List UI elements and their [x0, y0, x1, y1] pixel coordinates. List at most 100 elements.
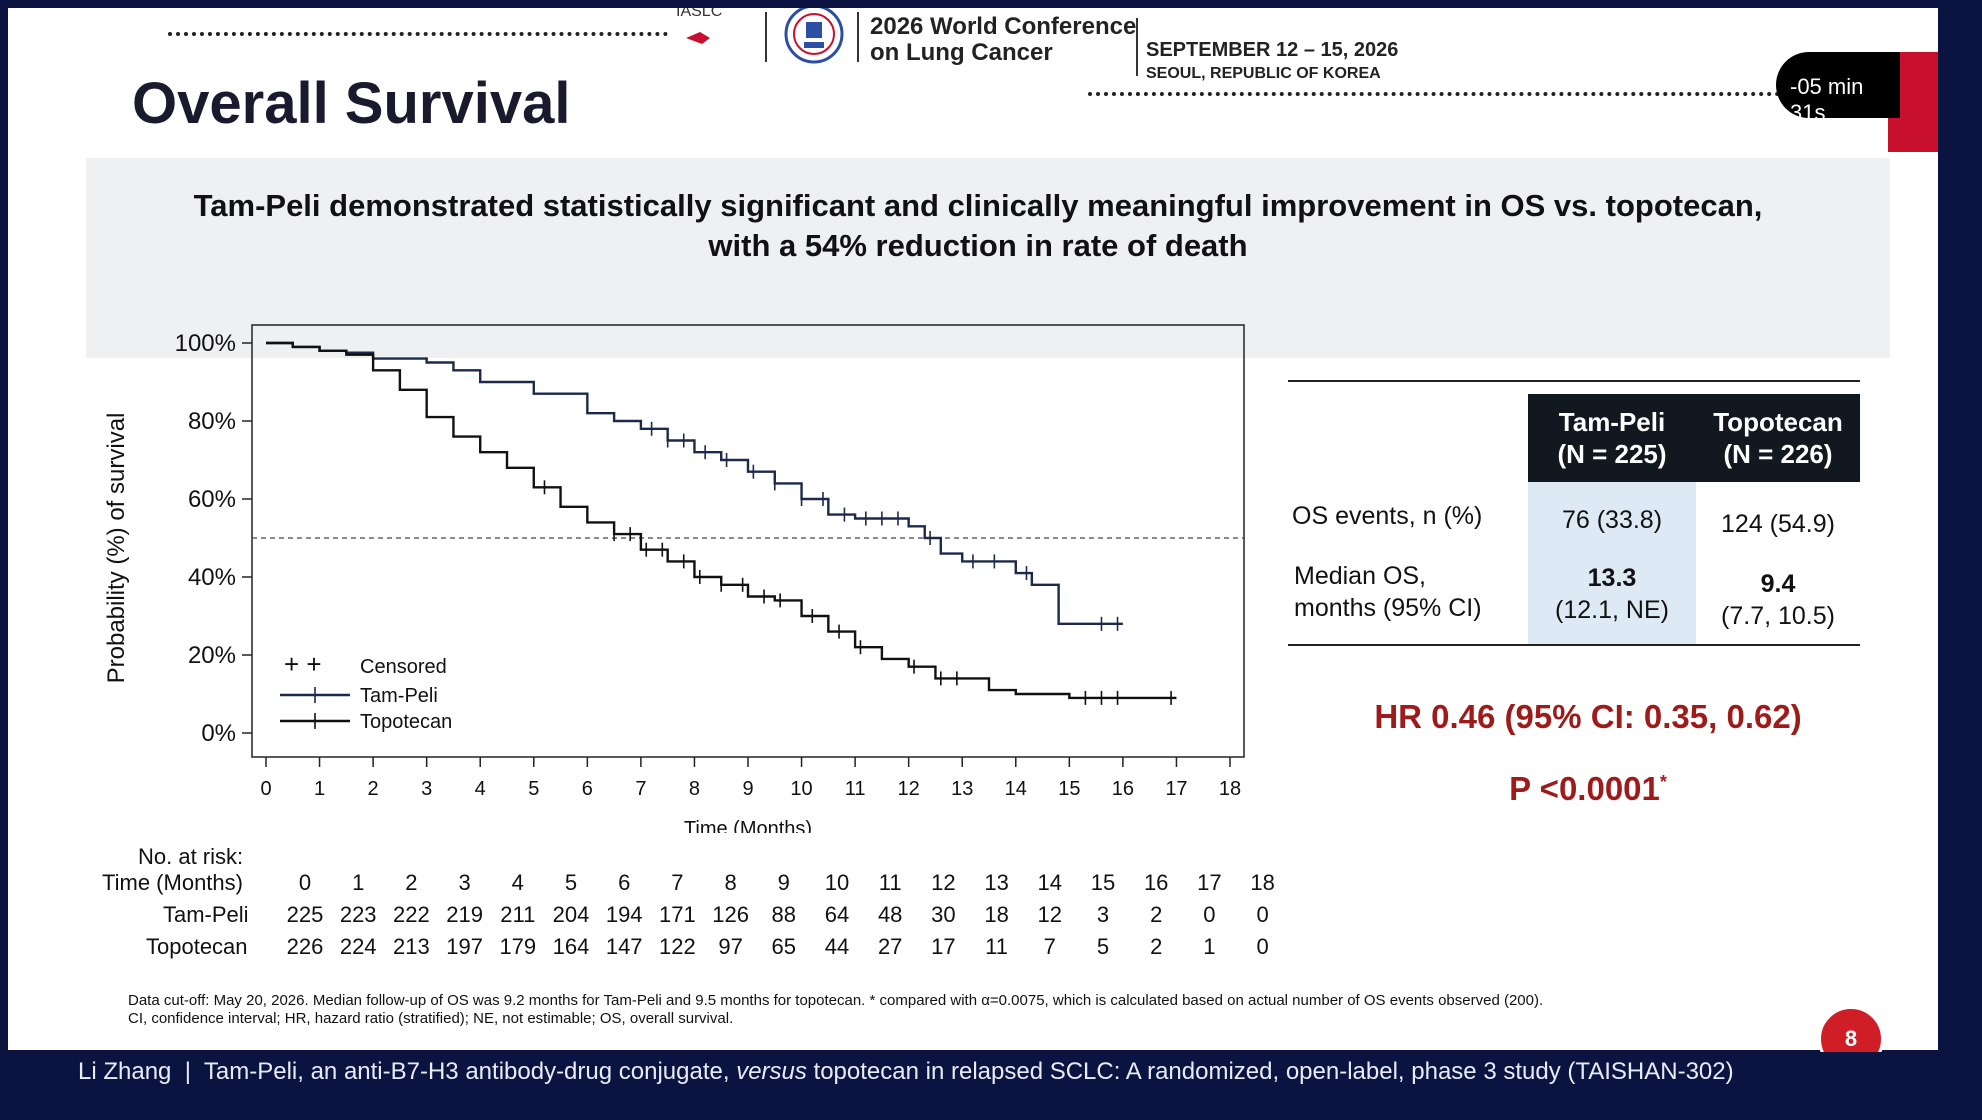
risk-topotecan-cell: 1: [1203, 934, 1216, 959]
slide-title: Overall Survival: [132, 71, 571, 136]
x-tick-label: 3: [421, 778, 432, 800]
conference-date-text: SEPTEMBER 12 – 15, 2026: [1146, 39, 1399, 61]
x-tick-label: 17: [1165, 778, 1187, 800]
risk-time-cell: 18: [1250, 870, 1275, 895]
risk-time-cell: 11: [878, 870, 902, 895]
risk-tampeli-cell: 88: [771, 902, 797, 927]
risk-tampeli-cell: 225: [286, 902, 324, 927]
row-label-median-os: Median OS, months (95% CI): [1294, 560, 1482, 624]
talk-title-part1: Tam-Peli, an anti-B7-H3 antibody-drug co…: [203, 1058, 737, 1085]
tampeli-median-ci: (12.1, NE): [1555, 596, 1669, 624]
y-axis-label: Probability (%) of survival: [103, 413, 130, 684]
risk-tampeli-cell: 3: [1096, 902, 1110, 927]
lung-icon: [686, 32, 710, 44]
risk-time-cell: 0: [298, 870, 312, 895]
risk-topotecan-cell: 226: [286, 934, 324, 959]
talk-title-part2: topotecan in relapsed SCLC: A randomized…: [806, 1058, 1734, 1085]
risk-time-cell: 17: [1197, 870, 1222, 895]
topotecan-median-os: 9.4 (7.7, 10.5): [1696, 568, 1860, 632]
p-value-text: P <0.0001: [1509, 770, 1660, 807]
top-dotted-rule-right: [1088, 92, 1828, 96]
risk-time-cell: 1: [352, 870, 365, 895]
risk-time-cell: 5: [564, 870, 578, 895]
p-value-footnote-mark: *: [1659, 772, 1667, 792]
table-header-topotecan: Topotecan (N = 226): [1696, 394, 1860, 482]
y-tick-label: 60%: [188, 486, 236, 513]
table-header-tampeli: Tam-Peli (N = 225): [1528, 394, 1696, 482]
risk-topotecan-cell: 179: [499, 934, 537, 959]
legend-label-tam-peli: Tam-Peli: [360, 685, 438, 707]
header-tampeli-n: (N = 225): [1557, 439, 1667, 469]
risk-tampeli-cell: 0: [1256, 902, 1269, 927]
y-tick-label: 20%: [188, 642, 236, 669]
footnote-line1: Data cut-off: May 20, 2026. Median follo…: [128, 992, 1544, 1009]
legend-label-topotecan: Topotecan: [360, 711, 452, 733]
risk-tampeli-cell: 0: [1203, 902, 1216, 927]
slide: IASLC 2026 World Conference on Lung Canc…: [8, 8, 1938, 1050]
legend-censored-label: Censored: [360, 656, 447, 678]
risk-time-cell: 13: [984, 870, 1009, 895]
x-tick-label: 15: [1058, 778, 1080, 800]
risk-topotecan-cell: 0: [1256, 934, 1269, 959]
risk-tampeli-cell: 223: [339, 902, 377, 927]
table-bottom-rule: [1288, 644, 1860, 646]
footnote: Data cut-off: May 20, 2026. Median follo…: [128, 992, 1728, 1028]
conference-dates: SEPTEMBER 12 – 15, 2026 SEOUL, REPUBLIC …: [1146, 38, 1398, 86]
risk-time-cell: 9: [777, 870, 790, 895]
risk-topotecan-cell: 122: [659, 934, 696, 959]
risk-topotecan-cell: 11: [985, 934, 1009, 959]
footer-separator: |: [184, 1058, 191, 1085]
risk-topotecan-cell: 44: [824, 934, 850, 959]
topotecan-median-ci: (7.7, 10.5): [1721, 602, 1835, 630]
risk-time-cell: 12: [931, 870, 956, 895]
risk-tampeli-cell: 64: [824, 902, 850, 927]
risk-row-label-tampeli: Tam-Peli: [163, 902, 249, 927]
risk-time-cell: 2: [405, 870, 418, 895]
header-topotecan-n: (N = 226): [1723, 439, 1833, 469]
x-tick-label: 0: [260, 778, 271, 800]
header-topotecan-name: Topotecan: [1713, 407, 1843, 437]
risk-tampeli-cell: 219: [446, 902, 483, 927]
table-top-rule: [1288, 380, 1860, 382]
risk-topotecan-cell: 97: [718, 934, 743, 959]
y-tick-label: 0%: [201, 720, 236, 747]
risk-time-cell: 15: [1090, 870, 1116, 895]
risk-topotecan-cell: 213: [393, 934, 430, 959]
y-tick-label: 80%: [188, 408, 236, 435]
km-curve-topotecan: [266, 341, 1177, 700]
risk-tampeli-cell: 211: [500, 902, 536, 927]
risk-time-cell: 14: [1037, 870, 1063, 895]
risk-tampeli-cell: 171: [659, 902, 696, 927]
row-label-median-os-line2: months (95% CI): [1294, 594, 1482, 622]
x-tick-label: 18: [1219, 778, 1241, 800]
tampeli-os-events: 76 (33.8): [1561, 506, 1663, 534]
presenter-name: Li Zhang: [78, 1058, 172, 1085]
x-tick-label: 7: [635, 778, 646, 800]
risk-topotecan-cell: 7: [1043, 934, 1056, 959]
risk-topotecan-cell: 65: [771, 934, 797, 959]
risk-topotecan-cell: 197: [446, 934, 483, 959]
header-separator: [1136, 18, 1138, 76]
risk-topotecan-cell: 17: [931, 934, 956, 959]
x-tick-label: 14: [1005, 778, 1027, 800]
key-message-line2: with a 54% reduction in rate of death: [708, 228, 1248, 263]
risk-tampeli-cell: 126: [712, 902, 749, 927]
x-tick-label: 13: [951, 778, 973, 800]
x-tick-label: 1: [314, 778, 325, 800]
x-tick-label: 16: [1112, 778, 1134, 800]
risk-topotecan-cell: 27: [877, 934, 903, 959]
key-message-text: Tam-Peli demonstrated statistically sign…: [118, 186, 1838, 266]
conference-logo: IASLC: [668, 8, 878, 70]
row-label-median-os-line1: Median OS,: [1294, 562, 1427, 590]
risk-topotecan-cell: 224: [339, 934, 377, 959]
risk-time-cell: 4: [511, 870, 524, 895]
risk-tampeli-cell: 30: [931, 902, 956, 927]
risk-tampeli-cell: 48: [877, 902, 903, 927]
footer-bar: [0, 1052, 1982, 1120]
km-survival-chart: 0%20%40%60%80%100%0 1 2 3 4 5 6 7 8 9 10 11 12 13 14 15…: [103, 324, 1245, 833]
x-tick-label: 5: [528, 778, 539, 800]
x-tick-label: 4: [475, 778, 486, 800]
topotecan-os-events: 124 (54.9): [1721, 510, 1835, 538]
footnote-line2: CI, confidence interval; HR, hazard rati…: [128, 1010, 734, 1027]
y-tick-label: 40%: [188, 564, 236, 591]
